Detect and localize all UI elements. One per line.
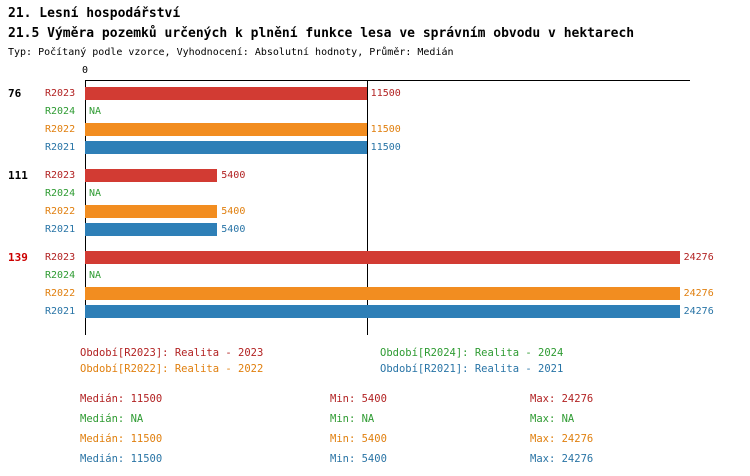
bar-group: 111 R2023 5400 R2024 NA R2022 5400 R2021 5400: [8, 167, 742, 239]
stat-min-r2024: Min: NA: [330, 412, 375, 425]
group-label: 111: [8, 169, 28, 182]
legend-item-r2024: Období[R2024]: Realita - 2024: [380, 346, 564, 359]
series-label: R2021: [45, 224, 76, 235]
bar-row: R2024 NA: [8, 267, 742, 285]
bar: [85, 169, 218, 182]
x-axis-line: [85, 79, 690, 81]
stats-table: Medián: 11500 Min: 5400 Max: 24276 Medián: …: [80, 393, 742, 465]
bar-track: 11500: [85, 85, 690, 103]
bar: [85, 87, 367, 100]
legend-item-r2023: Období[R2023]: Realita - 2023: [80, 346, 264, 359]
bar-track: NA: [85, 185, 690, 203]
bar-value-label: 24276: [683, 252, 714, 263]
bar-track: NA: [85, 267, 690, 285]
stat-min-r2021: Min: 5400: [330, 452, 387, 465]
bar-group: 76 R2023 11500 R2024 NA R2022 11500 R2021 11500: [8, 85, 742, 157]
bar-value-label: 11500: [370, 88, 401, 99]
bar-row: R2024 NA: [8, 103, 742, 121]
bar-track: 24276: [85, 249, 714, 267]
bar-value-label: NA: [89, 270, 102, 281]
plot-area: 0 76 R2023 11500 R2024 NA R2022 11500 R2021 1150…: [8, 65, 742, 335]
bar-track: 5400: [85, 167, 690, 185]
stat-min-r2022: Min: 5400: [330, 432, 387, 445]
series-label: R2023: [45, 252, 76, 263]
bar-row: R2022 11500: [8, 121, 742, 139]
page-title: 21. Lesní hospodářství: [8, 6, 181, 21]
stat-max-r2024: Max: NA: [530, 412, 575, 425]
bar-value-label: 24276: [683, 306, 714, 317]
legend-item-r2022: Období[R2022]: Realita - 2022: [80, 362, 264, 375]
bar-track: 11500: [85, 139, 690, 157]
stat-max-r2023: Max: 24276: [530, 392, 594, 405]
bar-row: R2024 NA: [8, 185, 742, 203]
group-label: 139: [8, 251, 28, 264]
series-label: R2024: [45, 270, 76, 281]
bar-row: 76 R2023 11500: [8, 85, 742, 103]
bar-row: R2022 24276: [8, 285, 742, 303]
chart-title: 21.5 Výměra pozemků určených k plnění fu…: [8, 26, 635, 42]
series-label: R2023: [45, 88, 76, 99]
stat-median-r2024: Medián: NA: [80, 412, 144, 425]
bar-track: 24276: [85, 285, 714, 303]
series-label: R2021: [45, 306, 76, 317]
bar-row: R2021 24276: [8, 303, 742, 321]
bar-value-label: NA: [89, 106, 102, 117]
legend-item-r2021: Období[R2021]: Realita - 2021: [380, 362, 564, 375]
series-label: R2022: [45, 124, 76, 135]
series-label: R2024: [45, 106, 76, 117]
bar-track: 5400: [85, 221, 690, 239]
series-label: R2024: [45, 188, 76, 199]
stat-median-r2023: Medián: 11500: [80, 392, 163, 405]
series-label: R2022: [45, 206, 76, 217]
bar-track: 24276: [85, 303, 714, 321]
bar-value-label: 24276: [683, 288, 714, 299]
bar-group: 139 R2023 24276 R2024 NA R2022 24276 R2021 24276: [8, 249, 742, 321]
series-label: R2021: [45, 142, 76, 153]
bar-groups: 76 R2023 11500 R2024 NA R2022 11500 R2021 11500 1…: [8, 85, 742, 321]
series-label: R2022: [45, 288, 76, 299]
stat-median-r2021: Medián: 11500: [80, 452, 163, 465]
x-axis-zero-label: 0: [81, 64, 89, 76]
stat-median-r2022: Medián: 11500: [80, 432, 163, 445]
bar: [85, 287, 680, 300]
bar-value-label: 5400: [221, 224, 246, 235]
bar: [85, 141, 367, 154]
stat-max-r2021: Max: 24276: [530, 452, 594, 465]
bar-row: 111 R2023 5400: [8, 167, 742, 185]
bar-track: NA: [85, 103, 690, 121]
bar: [85, 251, 680, 264]
bar: [85, 305, 680, 318]
bar: [85, 223, 218, 236]
bar-row: R2022 5400: [8, 203, 742, 221]
stat-max-r2022: Max: 24276: [530, 432, 594, 445]
median-line: [366, 79, 368, 335]
group-label: 76: [8, 87, 22, 100]
bar-value-label: 11500: [370, 142, 401, 153]
series-label: R2023: [45, 170, 76, 181]
bar-value-label: NA: [89, 188, 102, 199]
chart-meta: Typ: Počítaný podle vzorce, Vyhodnocení:…: [8, 46, 454, 58]
bar-track: 5400: [85, 203, 690, 221]
bar: [85, 123, 367, 136]
bar-row: 139 R2023 24276: [8, 249, 742, 267]
bar-value-label: 5400: [221, 206, 246, 217]
bar-track: 11500: [85, 121, 690, 139]
bar-value-label: 5400: [221, 170, 246, 181]
bar-row: R2021 5400: [8, 221, 742, 239]
stat-min-r2023: Min: 5400: [330, 392, 387, 405]
bar-row: R2021 11500: [8, 139, 742, 157]
bar-value-label: 11500: [370, 124, 401, 135]
legend: Období[R2023]: Realita - 2023 Období[R202…: [80, 347, 742, 375]
bar: [85, 205, 218, 218]
